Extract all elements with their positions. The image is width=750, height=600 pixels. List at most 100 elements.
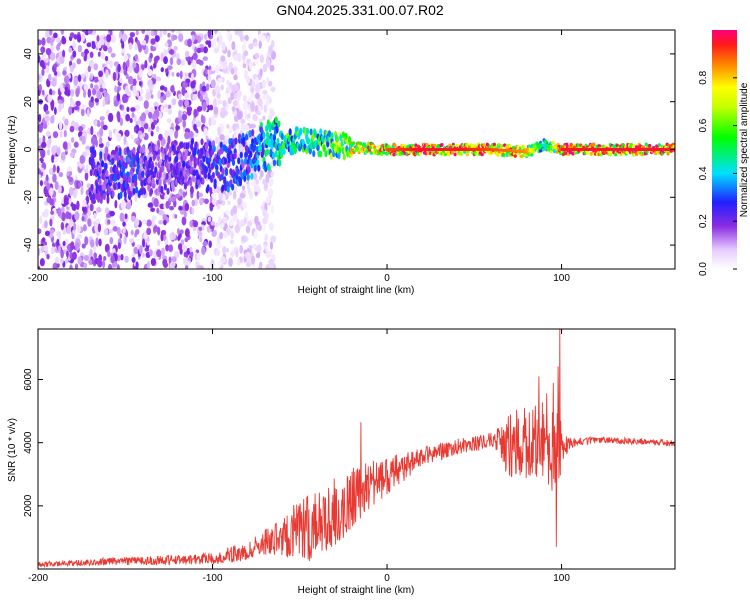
spectrogram-ridge-cell: [191, 175, 195, 183]
spectrogram-noise-cell: [218, 192, 223, 202]
spectrogram-noise-cell: [41, 141, 47, 149]
spectrogram-noise-cell: [64, 75, 70, 85]
spectrogram-noise-cell: [171, 256, 177, 263]
spectrogram-noise-cell: [191, 61, 197, 70]
spectrogram-ridge-cell: [330, 132, 334, 140]
spectrogram-ridge-cell: [196, 178, 201, 186]
spectrogram-ridge-cell: [156, 154, 161, 162]
spectrogram-noise-cell: [167, 108, 173, 115]
spectrogram-noise-cell: [73, 141, 79, 148]
spectrogram-noise-cell: [153, 30, 158, 36]
spectrogram-noise-cell: [258, 33, 263, 41]
spectrogram-noise-cell: [146, 227, 152, 236]
spectrogram-noise-cell: [262, 94, 266, 101]
spectrogram-noise-cell: [268, 114, 273, 121]
spectrogram-noise-cell: [211, 197, 217, 206]
spectrogram-ridge-cell: [164, 154, 168, 162]
spectrogram-ridge-cell: [393, 143, 397, 148]
spectrogram-ridge-cell: [480, 152, 484, 157]
spectrogram-noise-cell: [62, 240, 66, 247]
spectrogram-noise-cell: [177, 235, 181, 241]
spectrogram-noise-cell: [60, 249, 64, 259]
spectrogram-noise-cell: [205, 40, 210, 45]
spectrogram-ridge-cell: [101, 183, 106, 191]
spectrogram-noise-cell: [133, 246, 139, 255]
spectrogram-noise-cell: [129, 238, 135, 244]
spectrogram-noise-cell: [76, 234, 82, 240]
spectrogram-noise-cell: [95, 41, 102, 49]
spectrogram-noise-cell: [262, 115, 266, 121]
spectrogram-noise-cell: [99, 136, 103, 145]
spectrogram-ridge-cell: [207, 172, 211, 180]
spectrogram-ridge-cell: [267, 164, 271, 172]
spectrogram-noise-cell: [189, 251, 194, 258]
spectrogram-noise-cell: [153, 225, 159, 233]
colorbar-gradient: [712, 30, 737, 269]
spectrogram-noise-cell: [110, 219, 116, 226]
spectrogram-noise-cell: [134, 104, 140, 111]
spectrogram-noise-cell: [150, 38, 156, 45]
spectrogram-noise-cell: [144, 59, 148, 69]
spectrogram-noise-cell: [190, 30, 196, 37]
spectrogram-ridge-cell: [141, 145, 146, 153]
spectrogram-x-tick-label: -100: [203, 273, 223, 284]
spectrogram-ridge-cell: [124, 161, 128, 169]
spectrogram-noise-cell: [266, 35, 271, 43]
spectrogram-ridge-cell: [183, 182, 188, 190]
spectrogram-noise-cell: [46, 36, 52, 44]
spectrogram-ridge-cell: [119, 191, 123, 199]
spectrogram-noise-cell: [126, 106, 130, 112]
spectrogram-noise-cell: [211, 39, 217, 48]
spectrogram-noise-cell: [211, 230, 217, 238]
spectrogram-noise-cell: [268, 260, 274, 269]
spectrogram-noise-cell: [74, 105, 80, 111]
spectrogram-noise-cell: [50, 210, 55, 215]
spectrogram-noise-cell: [257, 98, 261, 106]
spectrogram-noise-cell: [39, 59, 45, 68]
spectrogram-ridge-cell: [111, 157, 115, 165]
spectrogram-noise-cell: [183, 210, 187, 218]
spectrogram-noise-cell: [63, 125, 69, 130]
spectrogram-noise-cell: [183, 256, 188, 266]
spectrogram-noise-cell: [103, 91, 108, 98]
spectrogram-noise-cell: [255, 76, 259, 85]
spectrogram-noise-cell: [140, 64, 145, 71]
spectrogram-noise-cell: [70, 241, 75, 251]
spectrogram-noise-cell: [122, 109, 127, 118]
spectrogram-y-tick-label: -40: [23, 237, 34, 252]
spectrogram-noise-cell: [72, 62, 76, 69]
spectrogram-noise-cell: [99, 87, 104, 93]
spectrogram-ridge-cell: [120, 155, 124, 163]
spectrogram-noise-cell: [228, 218, 234, 227]
spectrogram-ridge-cell: [165, 172, 169, 180]
spectrogram-noise-cell: [52, 262, 58, 269]
spectrogram-noise-cell: [81, 205, 87, 213]
spectrogram-noise-cell: [158, 133, 163, 141]
spectrogram-noise-cell: [211, 115, 215, 123]
spectrogram-noise-cell: [51, 77, 57, 87]
spectrogram-noise-cell: [129, 118, 133, 124]
spectrogram-noise-cell: [121, 42, 125, 49]
spectrogram-noise-cell: [93, 63, 99, 71]
spectrogram-noise-cell: [147, 127, 153, 132]
spectrogram-noise-cell: [240, 123, 246, 132]
spectrogram-noise-cell: [108, 129, 113, 139]
spectrogram-noise-cell: [210, 221, 216, 226]
spectrogram-noise-cell: [48, 138, 52, 144]
spectrogram-noise-cell: [54, 70, 58, 77]
spectrogram-noise-cell: [70, 99, 75, 108]
spectrogram-noise-cell: [150, 257, 157, 267]
snr-plot-area: [38, 329, 675, 569]
spectrogram-noise-cell: [217, 260, 222, 268]
spectrogram-noise-cell: [102, 45, 108, 52]
spectrogram-ridge-cell: [184, 149, 188, 157]
spectrogram-noise-cell: [233, 92, 238, 100]
spectrogram-noise-cell: [153, 197, 159, 208]
spectrogram-noise-cell: [87, 218, 92, 226]
spectrogram-noise-cell: [96, 120, 101, 128]
spectrogram-noise-cell: [178, 99, 183, 108]
spectrogram-noise-cell: [39, 215, 43, 225]
spectrogram-noise-cell: [58, 171, 64, 178]
spectrogram-noise-cell: [77, 45, 83, 53]
spectrogram-y-tick-label: 40: [23, 48, 34, 60]
